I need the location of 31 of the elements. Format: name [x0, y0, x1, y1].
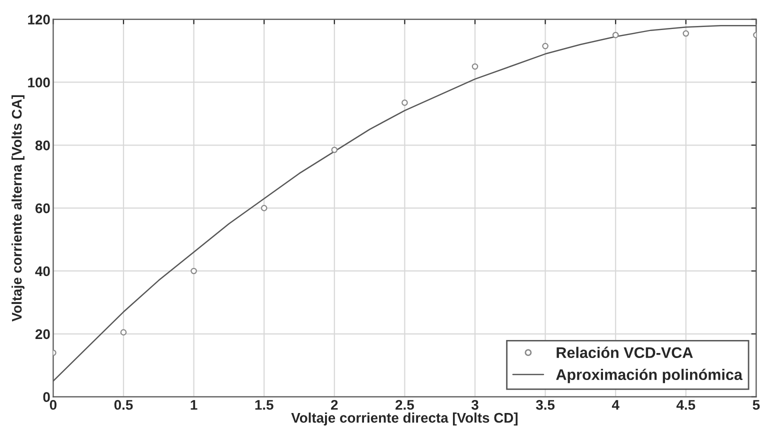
x-tick-label: 3.5 — [536, 400, 555, 410]
point — [120, 329, 127, 336]
legend-label: Relación VCD-VCA — [556, 346, 693, 358]
y-tick-label: 120 — [28, 14, 50, 24]
x-tick-label: 0.5 — [114, 400, 133, 410]
x-tick-label: 3 — [471, 400, 478, 410]
legend-label: Aproximación polinómica — [556, 368, 743, 384]
x-tick-label: 1 — [190, 400, 198, 410]
y-tick-label: 80 — [35, 140, 50, 150]
point — [260, 204, 268, 212]
y-tick-label: 0 — [43, 392, 50, 402]
y-tick-label: 20 — [35, 329, 50, 340]
point — [682, 30, 690, 37]
x-tick-label: 4.5 — [676, 400, 696, 410]
x-tick-label: 5 — [752, 400, 760, 410]
point — [542, 42, 548, 50]
y-tick-label: 100 — [28, 78, 50, 88]
point — [331, 146, 338, 154]
x-tick-label: 1.5 — [255, 400, 274, 410]
x-tick-label: 2 — [331, 400, 338, 410]
x-tick-label: 2.5 — [396, 400, 414, 410]
point — [612, 32, 619, 38]
point — [472, 63, 478, 70]
point — [190, 268, 197, 274]
x-axis-title: Voltaje corriente directa [Volts CD] — [291, 412, 518, 426]
y-tick-label: 60 — [35, 203, 50, 214]
y-axis-title: Voltaje corriente alterna [Volts CA] — [12, 95, 24, 322]
x-tick-label: 4 — [612, 400, 620, 410]
y-tick-label: 40 — [35, 266, 50, 276]
x-tick-label: 0 — [50, 400, 56, 410]
point — [402, 100, 408, 106]
